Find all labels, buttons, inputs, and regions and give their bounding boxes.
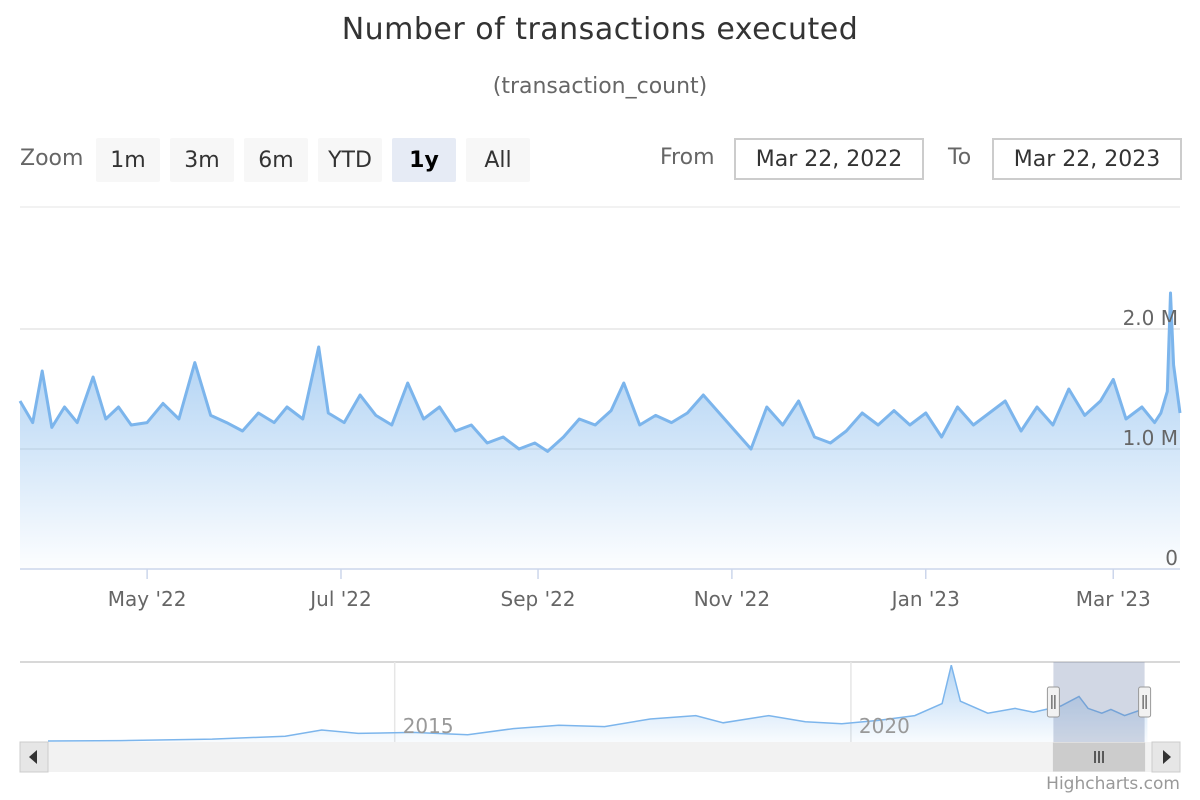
navigator-left-handle[interactable]: [1046, 686, 1060, 718]
from-label: From: [660, 145, 715, 170]
navigator[interactable]: 2015 2020: [20, 661, 1180, 742]
x-axis-ticks: May '22 Jul '22 Sep '22 Nov '22 Jan '23 Mar '…: [108, 569, 1151, 611]
y-axis-labels: 0 1.0 M 2.0 M: [1123, 306, 1178, 570]
highcharts-credit[interactable]: Highcharts.com: [1046, 774, 1180, 794]
zoom-1m-button[interactable]: 1m: [96, 138, 160, 182]
to-date-input[interactable]: Mar 22, 2023: [992, 138, 1182, 180]
to-label: To: [948, 145, 972, 170]
scrollbar-track[interactable]: [20, 742, 1180, 772]
x-tick-label: Mar '23: [1076, 587, 1151, 611]
navigator-selected-range[interactable]: [1053, 662, 1145, 742]
x-tick-label: Sep '22: [501, 587, 576, 611]
series-area: [20, 293, 1180, 569]
scrollbar[interactable]: [19, 741, 1181, 773]
navigator-year-label: 2015: [403, 714, 454, 738]
zoom-all-button[interactable]: All: [466, 138, 530, 182]
x-tick-label: Nov '22: [694, 587, 770, 611]
chart-title: Number of transactions executed: [341, 12, 859, 47]
series-line: [18, 291, 1182, 453]
y-tick-label: 0: [1165, 546, 1178, 570]
x-tick-label: Jan '23: [890, 587, 960, 611]
grip-icon: [1094, 751, 1104, 763]
navigator-right-handle[interactable]: [1138, 686, 1152, 718]
zoom-6m-button[interactable]: 6m: [244, 138, 308, 182]
chart-subtitle: (transaction_count): [492, 74, 708, 99]
x-tick-label: May '22: [108, 587, 187, 611]
y-tick-label: 2.0 M: [1123, 306, 1178, 330]
zoom-label: Zoom: [20, 146, 84, 171]
arrow-right-icon: [1163, 750, 1171, 764]
navigator-line: [47, 665, 1148, 742]
zoom-ytd-button[interactable]: YTD: [318, 138, 382, 182]
from-date-input[interactable]: Mar 22, 2022: [734, 138, 924, 180]
navigator-x-labels: 2015 2020: [403, 714, 910, 738]
x-tick-label: Jul '22: [308, 587, 371, 611]
zoom-3m-button[interactable]: 3m: [170, 138, 234, 182]
zoom-1y-button[interactable]: 1y: [392, 138, 456, 182]
navigator-year-label: 2020: [859, 714, 910, 738]
y-tick-label: 1.0 M: [1123, 426, 1178, 450]
navigator-area: [48, 665, 1148, 742]
arrow-left-icon: [29, 750, 37, 764]
